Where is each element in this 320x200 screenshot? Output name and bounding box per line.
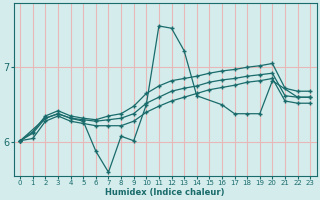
X-axis label: Humidex (Indice chaleur): Humidex (Indice chaleur) [106, 188, 225, 197]
